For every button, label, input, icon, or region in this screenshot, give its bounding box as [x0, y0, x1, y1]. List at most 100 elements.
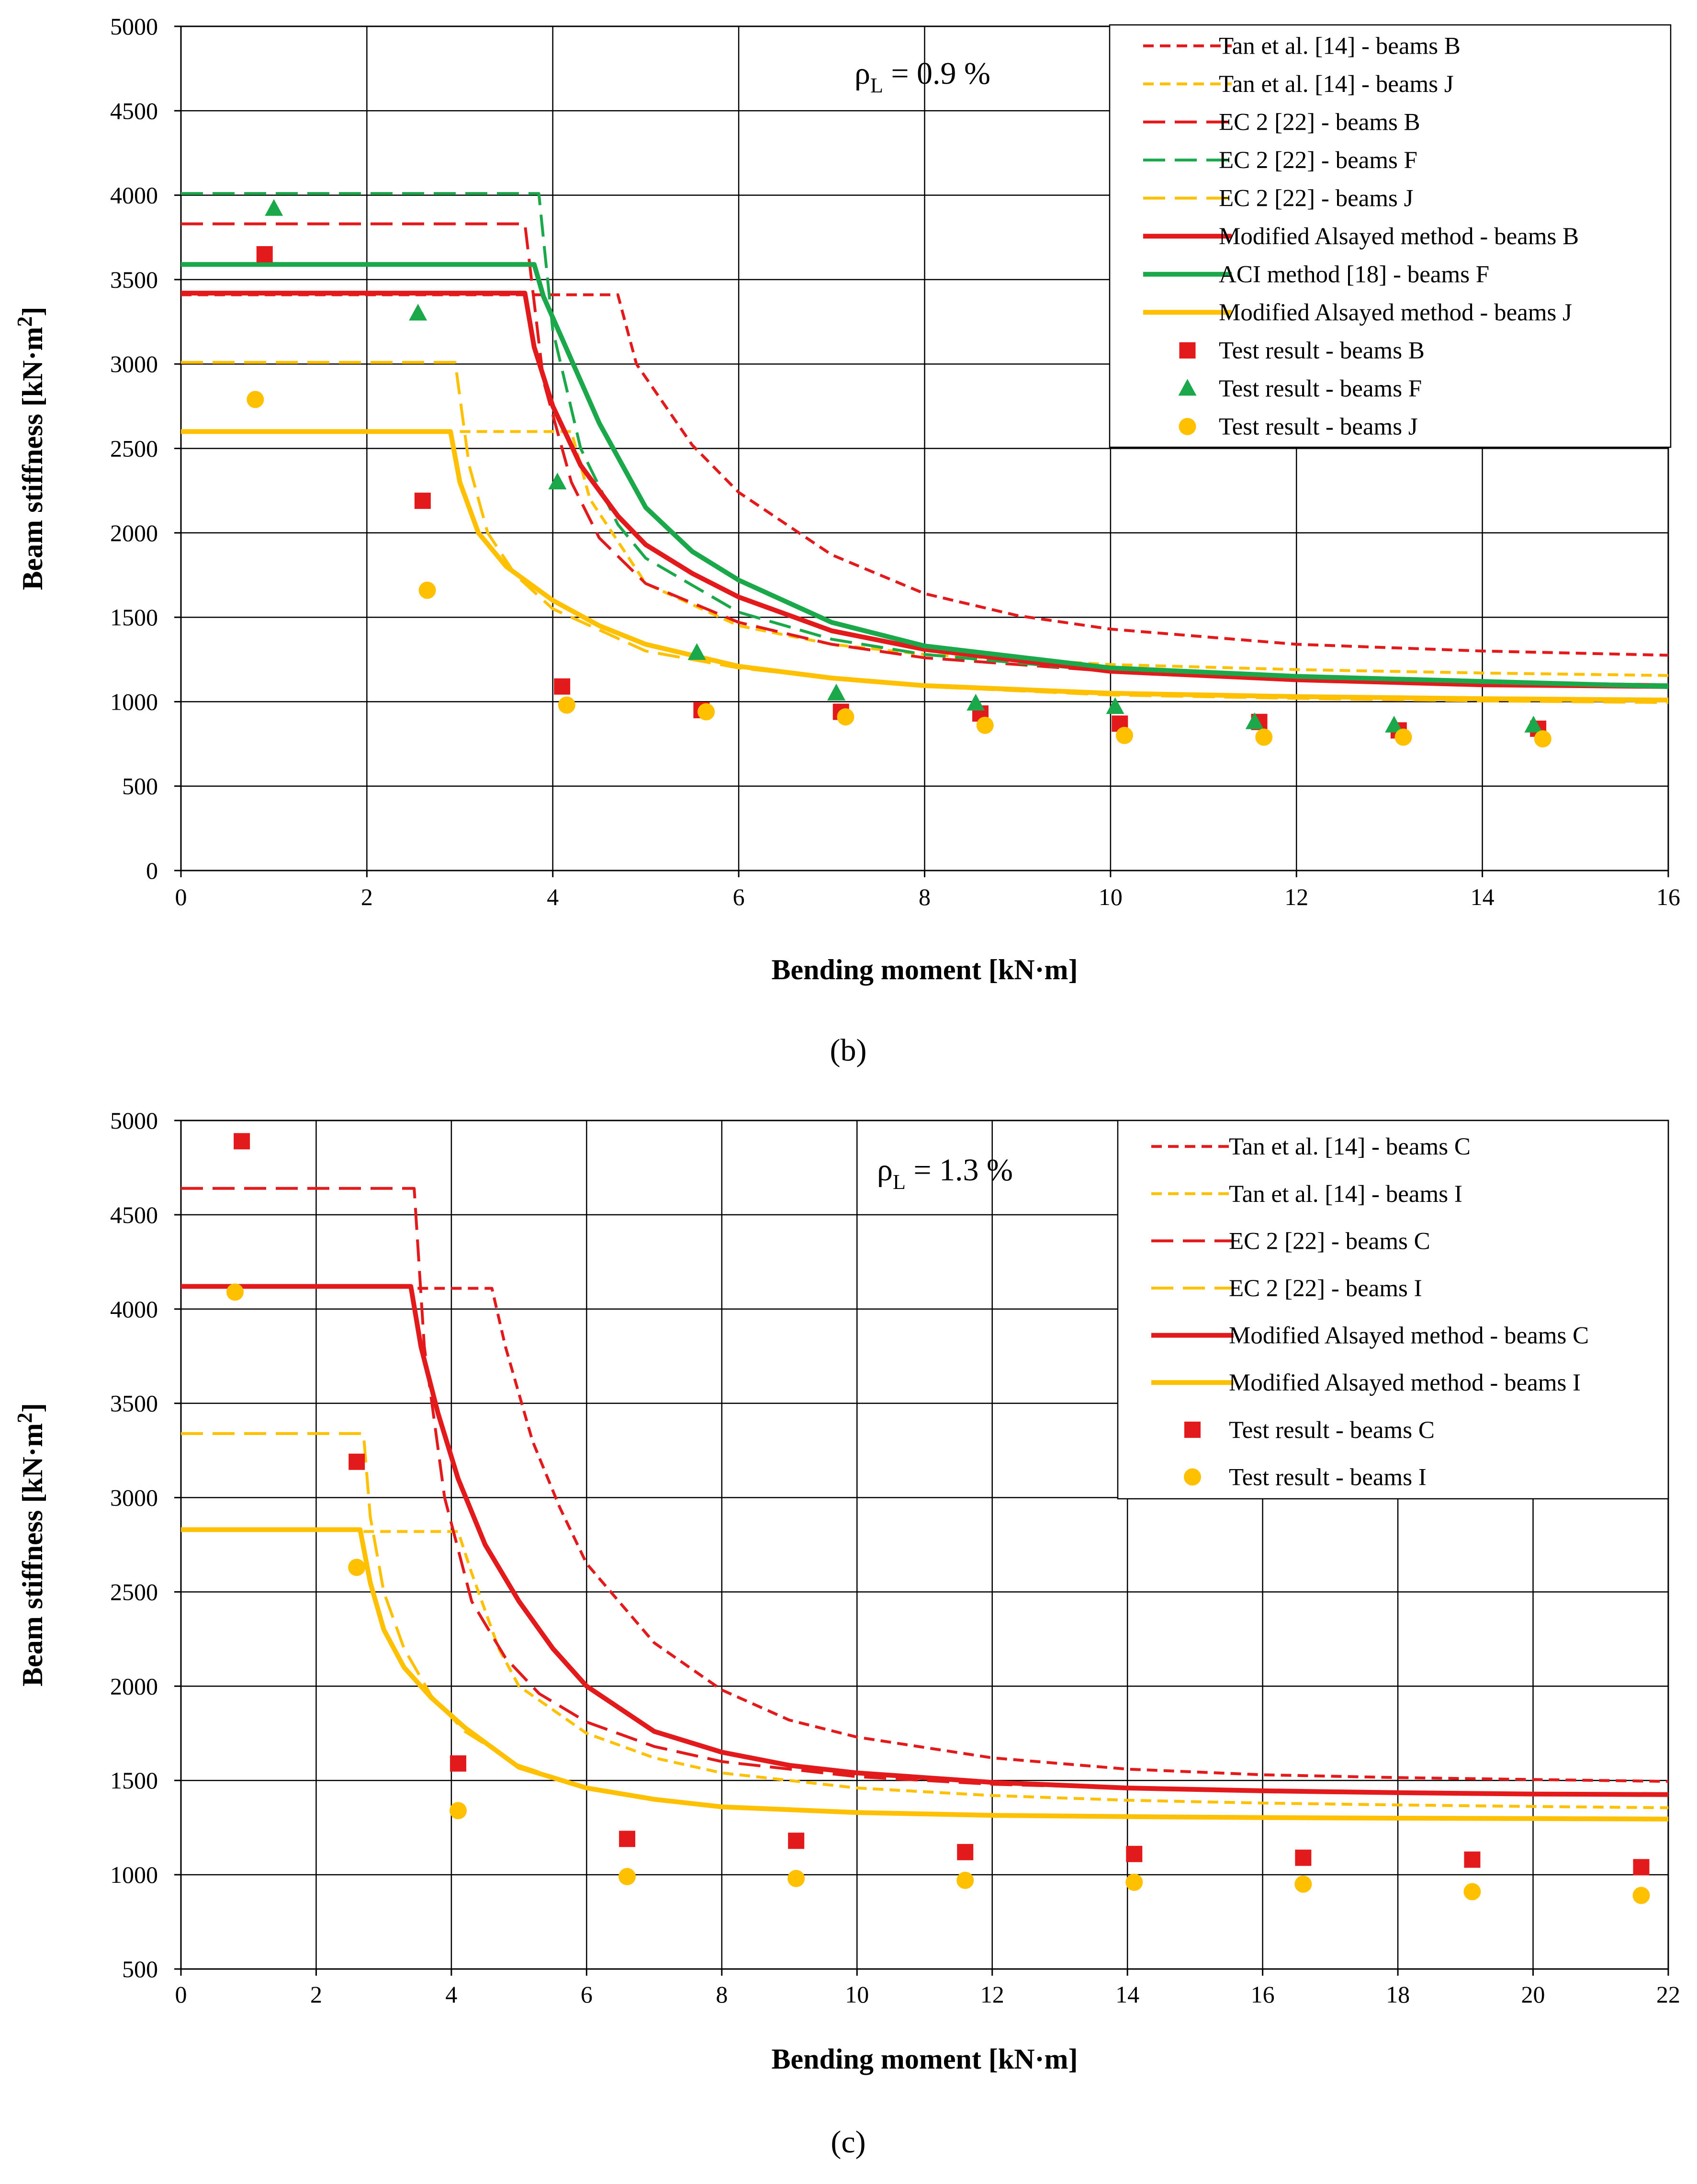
data-point-square — [1295, 1849, 1312, 1866]
x-tick-label: 2 — [310, 1981, 322, 2008]
data-point-triangle — [548, 473, 567, 490]
x-tick-label: 6 — [581, 1981, 593, 2008]
data-point-triangle — [1106, 697, 1124, 714]
data-point-triangle — [409, 304, 427, 321]
x-tick-label: 14 — [1471, 883, 1495, 910]
data-point-circle — [450, 1802, 467, 1820]
series-line-0 — [417, 1287, 1668, 1783]
y-tick-label: 1500 — [110, 1767, 158, 1794]
data-point-circle — [418, 581, 436, 599]
data-point-square — [234, 1133, 250, 1150]
x-tick-label: 12 — [1284, 883, 1308, 910]
y-tick-label: 3500 — [110, 1390, 158, 1417]
series-line-7 — [181, 429, 1668, 702]
legend-label: EC 2 [22] - beams B — [1219, 109, 1420, 136]
data-point-square — [450, 1755, 467, 1772]
x-tick-label: 2 — [361, 883, 373, 910]
legend-label: Tan et al. [14] - beams J — [1219, 71, 1454, 98]
data-point-circle — [558, 696, 575, 714]
panel-caption: (b) — [830, 1033, 867, 1068]
legend-label: Tan et al. [14] - beams I — [1229, 1181, 1462, 1208]
rho-annotation: ρL = 0.9 % — [854, 56, 990, 97]
data-point-circle — [618, 1868, 636, 1886]
legend-label: Test result - beams I — [1229, 1464, 1427, 1491]
legend-label: EC 2 [22] - beams I — [1229, 1275, 1422, 1302]
data-point-circle — [247, 391, 264, 408]
y-tick-label: 1000 — [110, 1861, 158, 1888]
data-point-circle — [787, 1869, 805, 1887]
rho-subscript: L — [893, 1170, 906, 1194]
y-tick-label: 1500 — [110, 604, 158, 631]
legend-label: Tan et al. [14] - beams C — [1229, 1133, 1471, 1160]
y-tick-label: 2000 — [110, 1673, 158, 1699]
legend-marker-square — [1184, 1421, 1201, 1438]
y-tick-label: 4000 — [110, 1296, 158, 1323]
legend-label: Test result - beams B — [1219, 338, 1425, 364]
chart-panel-b: 0 2 4 6 8 10 12 14 16 0 500 1000 1500 2000 2500 3000 350… — [13, 13, 1680, 1068]
series-line-5 — [181, 1527, 1668, 1822]
y-tick-label: 500 — [122, 773, 158, 800]
y-axis-title-sup: 2 — [13, 317, 36, 327]
series-line-0 — [181, 293, 1668, 657]
x-tick-label: 4 — [445, 1981, 457, 2008]
data-point-circle — [837, 708, 854, 726]
legend-label: Modified Alsayed method - beams J — [1219, 299, 1572, 326]
data-point-square — [619, 1831, 636, 1847]
y-tick-label: 5000 — [110, 1107, 158, 1134]
data-point-circle — [697, 703, 715, 721]
data-point-circle — [976, 716, 994, 734]
x-tick-label: 12 — [980, 1981, 1004, 2008]
y-axis-title-sup: 2 — [13, 1413, 36, 1423]
panel-caption: (c) — [831, 2125, 865, 2160]
x-tick-label: 14 — [1115, 1981, 1139, 2008]
rho-symbol: ρ — [877, 1153, 893, 1188]
series-layer — [181, 1187, 1668, 1822]
x-tick-label: 18 — [1386, 1981, 1410, 2008]
data-point-square — [1464, 1851, 1481, 1868]
rho-annotation: ρL = 1.3 % — [877, 1153, 1013, 1194]
legend-label: EC 2 [22] - beams J — [1219, 185, 1414, 212]
y-axis-title-main: Beam stiffness [kN·m — [17, 327, 48, 590]
rho-value: = 1.3 % — [906, 1153, 1013, 1188]
legend-label: EC 2 [22] - beams C — [1229, 1228, 1430, 1255]
legend-label: Modified Alsayed method - beams B — [1219, 223, 1579, 250]
x-tick-label: 0 — [175, 883, 187, 910]
series-line-6 — [181, 262, 1668, 689]
y-axis-title: Beam stiffness [kN·m2] — [13, 1403, 48, 1686]
y-tick-label: 2000 — [110, 520, 158, 546]
data-point-triangle — [1385, 715, 1404, 733]
legend-label: Tan et al. [14] - beams B — [1219, 33, 1461, 60]
legend-label: Modified Alsayed method - beams C — [1229, 1323, 1589, 1349]
data-point-square — [414, 492, 431, 509]
legend-marker-circle — [1179, 418, 1196, 435]
legend-label: Test result - beams J — [1219, 414, 1418, 441]
data-point-circle — [1463, 1883, 1481, 1901]
rho-symbol: ρ — [854, 56, 870, 91]
x-tick-label: 6 — [733, 883, 745, 910]
y-tick-label: 4500 — [110, 1201, 158, 1228]
x-axis-title: Bending moment [kN·m] — [771, 954, 1078, 985]
x-tick-label: 4 — [547, 883, 559, 910]
data-point-square — [1126, 1845, 1143, 1862]
series-line-5 — [181, 291, 1668, 689]
y-tick-label: 4500 — [110, 97, 158, 124]
x-tick-label: 16 — [1656, 883, 1680, 910]
legend-marker-square — [1179, 342, 1196, 359]
x-axis-title: Bending moment [kN·m] — [771, 2043, 1078, 2075]
data-point-circle — [1394, 728, 1412, 746]
y-tick-label: 3000 — [110, 351, 158, 377]
series-line-3 — [181, 192, 1668, 687]
y-tick-label: 1000 — [110, 688, 158, 715]
y-axis-title-end: ] — [17, 307, 48, 317]
legend-box — [1117, 1120, 1669, 1500]
data-point-circle — [1125, 1873, 1143, 1891]
data-point-circle — [956, 1871, 974, 1889]
data-point-triangle — [1524, 715, 1543, 733]
rho-value: = 0.9 % — [883, 56, 990, 91]
x-tick-label: 20 — [1521, 1981, 1545, 2008]
data-point-triangle — [1245, 712, 1264, 729]
data-point-triangle — [827, 683, 846, 701]
data-point-circle — [226, 1283, 244, 1301]
y-tick-label: 3000 — [110, 1484, 158, 1511]
